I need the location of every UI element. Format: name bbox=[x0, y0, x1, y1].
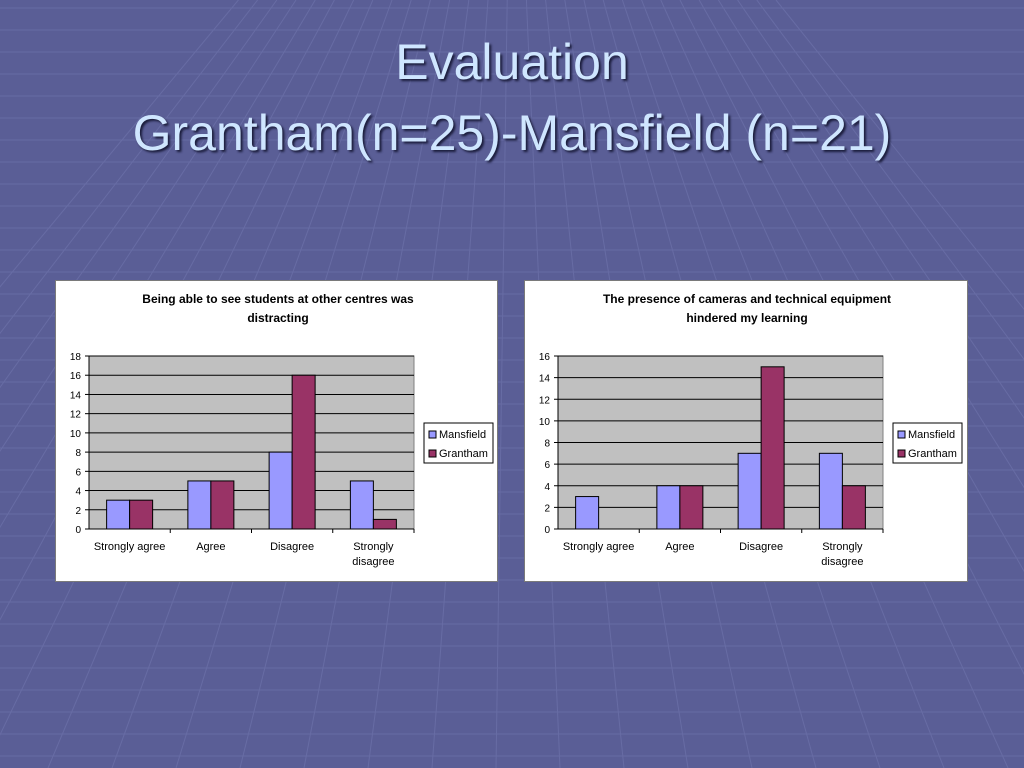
y-tick-label: 6 bbox=[75, 467, 81, 478]
legend-swatch-grantham bbox=[897, 449, 906, 458]
background-grid-line bbox=[0, 0, 278, 389]
bar-grantham-1 bbox=[679, 485, 704, 530]
y-tick-label: 18 bbox=[70, 352, 82, 363]
legend-swatch-mansfield bbox=[897, 430, 906, 439]
bar-grantham-1 bbox=[210, 480, 235, 530]
bar-grantham-3 bbox=[841, 485, 866, 530]
bar-mansfield-0 bbox=[106, 499, 131, 530]
y-tick-label: 2 bbox=[75, 506, 81, 517]
legend-label-grantham: Grantham bbox=[439, 448, 488, 460]
x-tick-label: disagree bbox=[821, 556, 863, 568]
y-tick-label: 16 bbox=[539, 352, 551, 363]
y-tick-label: 16 bbox=[70, 371, 82, 382]
y-tick-label: 8 bbox=[544, 439, 550, 450]
background-grid-line bbox=[0, 0, 297, 452]
bar-grantham-2 bbox=[291, 374, 316, 530]
background-grid-line bbox=[737, 0, 1024, 419]
background-grid-line bbox=[756, 0, 1024, 361]
background-grid-line bbox=[0, 0, 239, 288]
x-tick-label: Strongly bbox=[353, 541, 394, 553]
legend-label-grantham: Grantham bbox=[908, 448, 957, 460]
bar-mansfield-3 bbox=[349, 480, 374, 530]
bar-mansfield-3 bbox=[818, 452, 843, 530]
bar-mansfield-1 bbox=[187, 480, 212, 530]
y-tick-label: 14 bbox=[70, 390, 82, 401]
bar-mansfield-2 bbox=[737, 452, 762, 530]
chart-cameras: The presence of cameras and technical eq… bbox=[539, 292, 963, 568]
x-tick-label: Agree bbox=[665, 541, 694, 553]
x-tick-label: Strongly agree bbox=[94, 541, 166, 553]
chart-title-line-2: hindered my learning bbox=[686, 311, 807, 325]
y-tick-label: 12 bbox=[539, 395, 551, 406]
chart-distracting: Being able to see students at other cent… bbox=[70, 292, 494, 568]
y-tick-label: 8 bbox=[75, 448, 81, 459]
y-tick-label: 10 bbox=[70, 429, 82, 440]
x-tick-label: Strongly bbox=[822, 541, 863, 553]
y-tick-label: 12 bbox=[70, 410, 82, 421]
slide-title-line-2: Grantham(n=25)-Mansfield (n=21) bbox=[132, 105, 892, 161]
chart-title-line-2: distracting bbox=[247, 311, 308, 325]
background-grid-line bbox=[0, 0, 258, 335]
y-tick-label: 4 bbox=[75, 487, 81, 498]
background-grid-line bbox=[775, 0, 1024, 310]
bar-grantham-3 bbox=[372, 518, 397, 530]
legend-label-mansfield: Mansfield bbox=[439, 429, 486, 441]
x-tick-label: Agree bbox=[196, 541, 225, 553]
chart-panel-distracting: Being able to see students at other cent… bbox=[55, 280, 498, 582]
bar-grantham-2 bbox=[760, 366, 785, 530]
chart-title-line-1: Being able to see students at other cent… bbox=[142, 292, 414, 306]
background-grid-line bbox=[495, 0, 508, 768]
y-tick-label: 0 bbox=[544, 525, 550, 536]
x-tick-label: Disagree bbox=[739, 541, 783, 553]
legend-swatch-grantham bbox=[428, 449, 437, 458]
y-tick-label: 4 bbox=[544, 482, 550, 493]
slide-title-line-1: Evaluation bbox=[395, 34, 629, 90]
chart-title-line-1: The presence of cameras and technical eq… bbox=[603, 292, 891, 306]
x-tick-label: Disagree bbox=[270, 541, 314, 553]
bar-mansfield-1 bbox=[656, 485, 681, 530]
y-tick-label: 10 bbox=[539, 417, 551, 428]
bar-mansfield-0 bbox=[575, 496, 600, 530]
y-tick-label: 6 bbox=[544, 460, 550, 471]
bar-mansfield-2 bbox=[268, 451, 293, 530]
legend-swatch-mansfield bbox=[428, 430, 437, 439]
y-tick-label: 0 bbox=[75, 525, 81, 536]
x-tick-label: Strongly agree bbox=[563, 541, 635, 553]
y-tick-label: 14 bbox=[539, 374, 551, 385]
legend-label-mansfield: Mansfield bbox=[908, 429, 955, 441]
chart-panel-cameras: The presence of cameras and technical eq… bbox=[524, 280, 968, 582]
x-tick-label: disagree bbox=[352, 556, 394, 568]
y-tick-label: 2 bbox=[544, 503, 550, 514]
bar-grantham-0 bbox=[129, 499, 154, 530]
